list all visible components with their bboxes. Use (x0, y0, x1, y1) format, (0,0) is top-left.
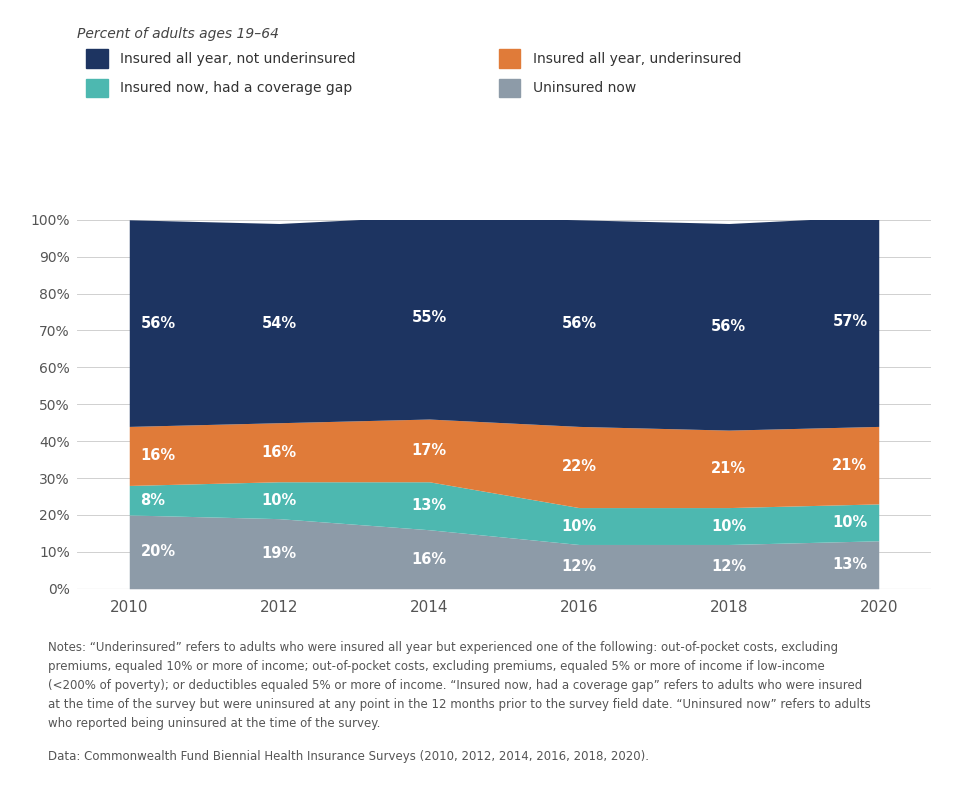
Text: 12%: 12% (711, 559, 747, 574)
Text: 56%: 56% (711, 319, 747, 334)
Text: 12%: 12% (562, 559, 596, 574)
Text: 19%: 19% (261, 546, 297, 561)
Text: 21%: 21% (832, 458, 868, 473)
Text: 22%: 22% (562, 459, 596, 474)
Text: Notes: “Underinsured” refers to adults who were insured all year but experienced: Notes: “Underinsured” refers to adults w… (48, 641, 871, 729)
Text: 56%: 56% (140, 316, 176, 330)
Text: Insured all year, not underinsured: Insured all year, not underinsured (120, 52, 355, 66)
Text: 8%: 8% (140, 493, 165, 508)
Text: 10%: 10% (832, 515, 868, 530)
Text: 13%: 13% (832, 557, 868, 572)
Text: 10%: 10% (261, 493, 297, 508)
Text: Insured now, had a coverage gap: Insured now, had a coverage gap (120, 81, 352, 95)
Text: 13%: 13% (412, 498, 446, 513)
Text: 16%: 16% (140, 448, 176, 463)
Text: 56%: 56% (562, 316, 596, 330)
Text: Percent of adults ages 19–64: Percent of adults ages 19–64 (77, 27, 278, 42)
Text: 21%: 21% (711, 462, 747, 476)
Text: 10%: 10% (711, 519, 747, 534)
Text: 20%: 20% (140, 544, 176, 560)
Text: 16%: 16% (261, 445, 297, 460)
Text: Insured all year, underinsured: Insured all year, underinsured (533, 52, 741, 66)
Text: 17%: 17% (412, 443, 446, 458)
Text: 55%: 55% (412, 310, 446, 325)
Text: 54%: 54% (261, 316, 297, 330)
Text: Data: Commonwealth Fund Biennial Health Insurance Surveys (2010, 2012, 2014, 201: Data: Commonwealth Fund Biennial Health … (48, 750, 649, 763)
Text: 10%: 10% (562, 519, 596, 534)
Text: 57%: 57% (832, 314, 868, 329)
Text: Uninsured now: Uninsured now (533, 81, 636, 95)
Text: 16%: 16% (412, 552, 446, 567)
